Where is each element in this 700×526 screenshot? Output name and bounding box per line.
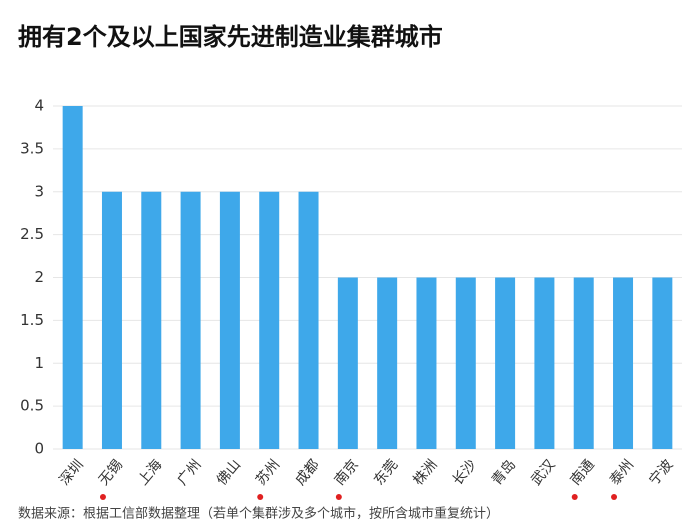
x-tick-label: 青岛 (489, 457, 519, 489)
x-tick-label: 南京 (332, 457, 362, 489)
y-tick-label: 4 (34, 97, 44, 115)
bar (337, 277, 358, 449)
bar (573, 277, 594, 449)
bar (455, 277, 476, 449)
x-tick-label: 株洲 (410, 457, 440, 489)
bar (652, 277, 673, 449)
x-tick-label: 南通 (568, 457, 598, 489)
bar (416, 277, 437, 449)
bar (62, 106, 83, 449)
x-tick-label: 广州 (174, 457, 204, 489)
y-tick-label: 2.5 (20, 225, 44, 243)
y-tick-label: 0 (34, 440, 44, 458)
bar (180, 191, 201, 449)
bar (219, 191, 240, 449)
y-tick-label: 0.5 (20, 397, 44, 415)
x-tick-label: 佛山 (214, 457, 244, 489)
y-tick-label: 2 (34, 268, 44, 286)
city-marker (335, 494, 342, 500)
x-tick-label: 长沙 (450, 457, 480, 489)
city-marker (571, 494, 578, 500)
y-tick-label: 1 (34, 354, 44, 372)
x-tick-label: 武汉 (528, 457, 558, 489)
x-tick-label: 成都 (292, 457, 322, 489)
x-tick-label: 泰州 (607, 457, 637, 489)
x-tick-label: 东莞 (371, 457, 401, 489)
bar (534, 277, 555, 449)
x-tick-label: 宁波 (645, 456, 676, 488)
bar (495, 277, 516, 449)
source-note: 数据来源：根据工信部数据整理（若单个集群涉及多个城市，按所含城市重复统计） (18, 506, 499, 522)
bar (377, 277, 398, 449)
x-tick-label: 无锡 (96, 457, 126, 489)
bar (259, 191, 280, 449)
bar (141, 191, 162, 449)
city-marker (257, 494, 264, 500)
y-tick-label: 1.5 (20, 311, 44, 329)
chart-title: 拥有2个及以上国家先进制造业集群城市 (18, 23, 443, 51)
bar (101, 191, 122, 449)
x-tick-label: 上海 (135, 457, 165, 489)
x-tick-label: 苏州 (253, 457, 283, 489)
bar (613, 277, 634, 449)
bar (298, 191, 319, 449)
x-tick-label: 深圳 (57, 457, 87, 489)
y-tick-label: 3.5 (20, 139, 44, 157)
city-marker (99, 494, 106, 500)
y-tick-label: 3 (34, 182, 44, 200)
city-marker (611, 494, 618, 500)
